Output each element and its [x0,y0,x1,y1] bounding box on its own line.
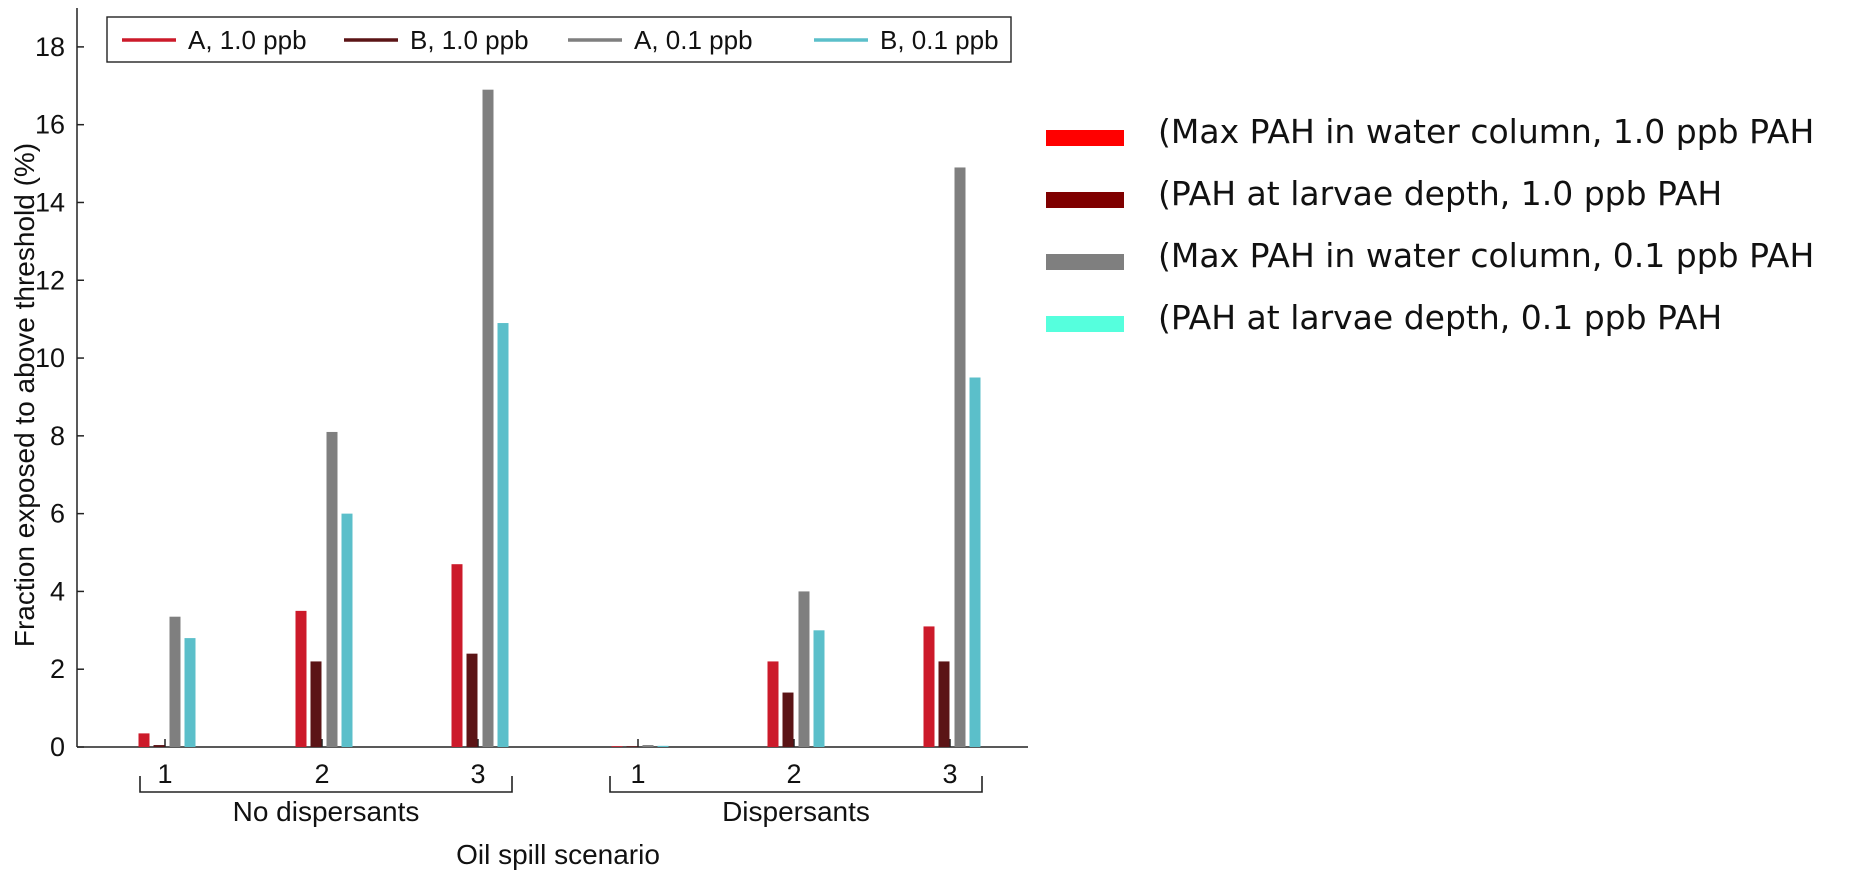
bar [466,653,478,747]
y-tick-label: 18 [35,32,65,62]
bar [798,591,810,747]
side-legend-item: (Max PAH in water column, 1.0 ppb PAH [1046,110,1846,172]
bar [482,89,494,747]
legend-label: A, 1.0 ppb [188,25,307,55]
y-tick-label: 0 [50,732,65,762]
bar [497,323,509,747]
group-label: No dispersants [233,796,420,827]
bar [923,626,935,747]
legend-box [106,16,1012,63]
legend-label: B, 1.0 ppb [410,25,529,55]
legend-label: A, 0.1 ppb [634,25,753,55]
bars [138,89,981,748]
side-legend: (Max PAH in water column, 1.0 ppb PAH (P… [1046,110,1846,358]
bar [813,630,825,747]
group-bracket [139,776,513,793]
group-brackets: No dispersants Dispersants [139,776,983,827]
side-legend-label: (Max PAH in water column, 1.0 ppb PAH [1158,112,1815,151]
side-legend-label: (Max PAH in water column, 0.1 ppb PAH [1158,236,1815,275]
side-legend-item: (PAH at larvae depth, 1.0 ppb PAH [1046,172,1846,234]
y-axis-title: Fraction exposed to above threshold (%) [9,143,40,647]
y-tick-label: 4 [50,576,65,606]
side-legend-swatch [1046,130,1124,146]
x-tick-label: 1 [630,759,645,789]
side-legend-swatch [1046,316,1124,332]
bar [451,564,463,747]
bar [611,746,623,747]
side-legend-item: (PAH at larvae depth, 0.1 ppb PAH [1046,296,1846,358]
side-legend-swatch [1046,192,1124,208]
bar [938,661,950,747]
y-tick-label: 6 [50,499,65,529]
y-tick-label: 10 [35,343,65,373]
group-label: Dispersants [722,796,870,827]
bar [310,661,322,747]
side-legend-swatch [1046,254,1124,270]
x-axis-title: Oil spill scenario [456,839,660,870]
bar [138,733,150,747]
x-tick-label: 2 [786,759,801,789]
y-tick-label: 2 [50,654,65,684]
bar [767,661,779,747]
bar [626,746,638,747]
y-tick-label: 14 [35,187,65,217]
axes [76,8,1028,748]
bar [184,638,196,747]
group-bracket [609,776,983,793]
bar [954,167,966,748]
y-tick-label: 8 [50,421,65,451]
y-tick-label: 12 [35,265,65,295]
legend-label: B, 0.1 ppb [880,25,999,55]
bar [782,692,794,747]
bar [657,745,669,747]
bar [642,745,654,747]
x-tick-label: 3 [942,759,957,789]
side-legend-label: (PAH at larvae depth, 0.1 ppb PAH [1158,298,1723,337]
bar [295,610,307,747]
x-tick-label: 1 [157,759,172,789]
bar [169,616,181,747]
x-tick-label: 3 [470,759,485,789]
bar [341,513,353,747]
side-legend-item: (Max PAH in water column, 0.1 ppb PAH [1046,234,1846,296]
y-tick-label: 16 [35,110,65,140]
bar [969,377,981,747]
bar [153,745,165,747]
chart-legend: A, 1.0 ppb B, 1.0 ppb A, 0.1 ppb B, 0.1 ppb [106,16,1012,63]
side-legend-label: (PAH at larvae depth, 1.0 ppb PAH [1158,174,1723,213]
x-tick-label: 2 [314,759,329,789]
bar [326,431,338,747]
